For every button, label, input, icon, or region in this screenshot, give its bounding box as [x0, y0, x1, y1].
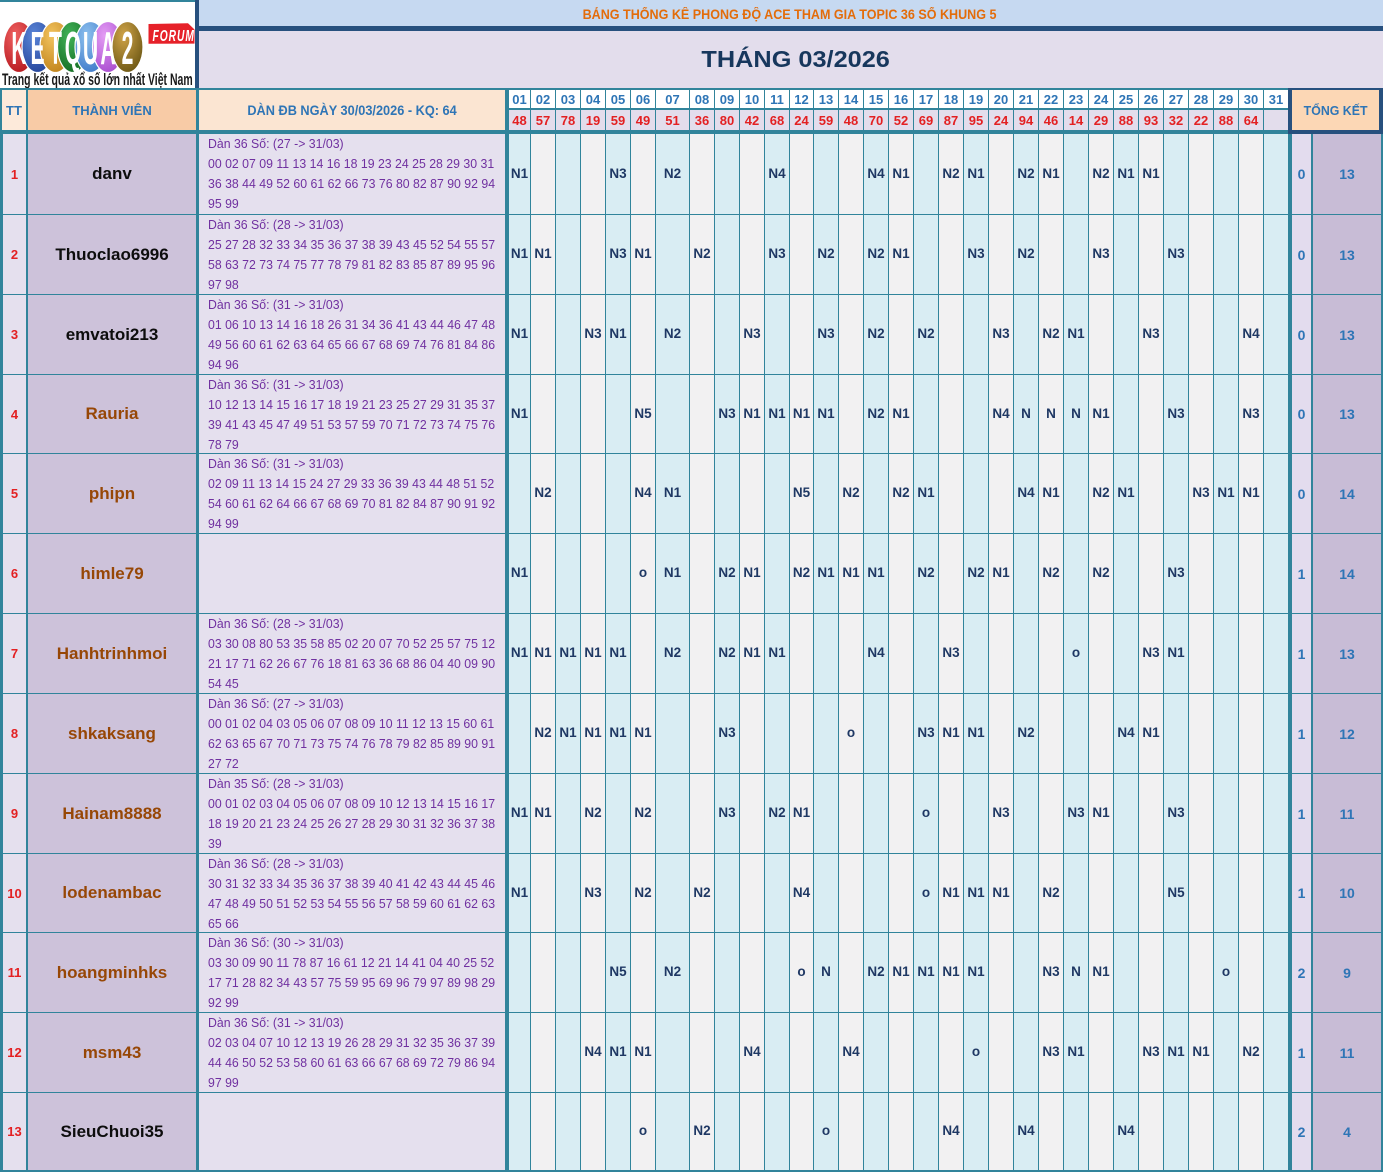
svg-text:E: E	[30, 23, 44, 74]
svg-text:T: T	[49, 23, 62, 74]
svg-text:Q: Q	[65, 23, 81, 74]
svg-text:A: A	[100, 23, 115, 74]
svg-text:FORUM: FORUM	[153, 27, 195, 45]
svg-text:K: K	[11, 23, 26, 74]
svg-text:2: 2	[122, 23, 134, 74]
svg-text:U: U	[83, 23, 98, 74]
